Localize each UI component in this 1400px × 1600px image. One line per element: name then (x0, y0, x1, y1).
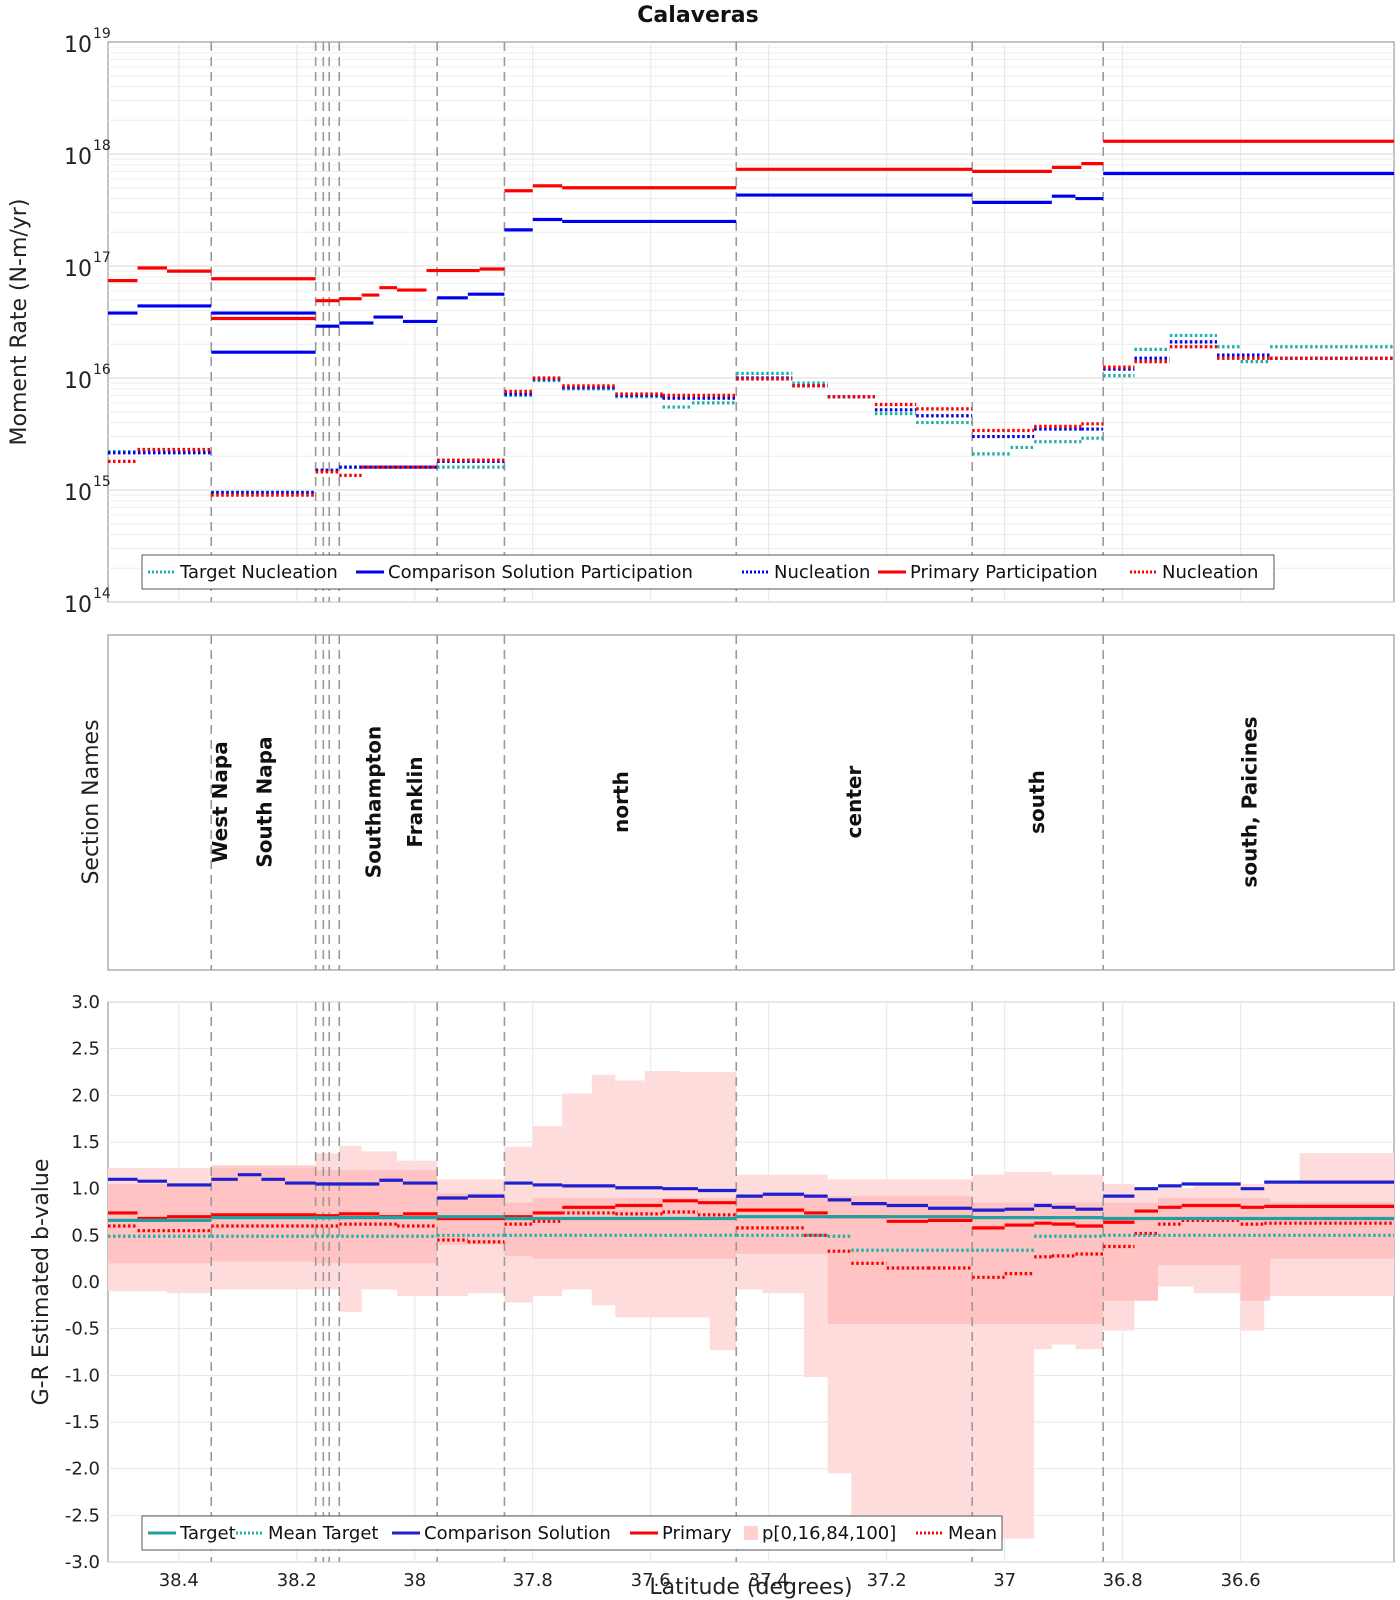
section-label-north: north (609, 771, 633, 833)
section-label-franklin: Franklin (403, 756, 427, 847)
y-tick-label: -1.5 (65, 1412, 100, 1433)
moment-rate-legend-box (141, 554, 1275, 590)
y-tick-label: 3.0 (71, 992, 100, 1013)
y-tick-label: 1.0 (71, 1179, 100, 1200)
section-label-south-napa: South Napa (252, 736, 276, 867)
percentile-band-outer (680, 1072, 710, 1318)
series-target (108, 1215, 1394, 1223)
series-comparison-solution (108, 1173, 1394, 1212)
percentile-band-outer (644, 1071, 681, 1318)
moment-rate-section-boundaries (210, 42, 1104, 602)
percentile-band-inner (972, 1202, 1104, 1324)
section-names-boundaries (210, 635, 1104, 970)
legend-primary-nucleation: Nucleation (1162, 562, 1258, 583)
b-value-y-label: G-R Estimated b-value (29, 1159, 54, 1406)
b-value-legend: Target Mean Target Comparison Solution P… (141, 1515, 1003, 1551)
x-tick-label: 38 (403, 1570, 426, 1591)
percentile-band-inner (736, 1196, 828, 1254)
x-tick-label: 38.4 (159, 1570, 199, 1591)
y-tick-label: 10 (64, 481, 92, 506)
x-tick-label: 37.6 (631, 1570, 671, 1591)
y-tick-label: -3.0 (65, 1552, 100, 1573)
x-ticks: 38.4 38.2 38 37.8 37.6 37.4 37.2 37 36.8 36.6 (159, 1570, 1261, 1591)
legend-percentile: p[0,16,84,100] (762, 1523, 896, 1544)
section-label-west-napa: West Napa (208, 741, 232, 862)
percentile-band-outer (562, 1093, 592, 1290)
y-tick-label: 0.0 (71, 1272, 100, 1293)
section-label-center: center (842, 766, 866, 839)
legend-comparison: Comparison Solution (424, 1523, 611, 1544)
legend-comparison-participation: Comparison Solution Participation (388, 562, 693, 583)
x-tick-label: 36.6 (1221, 1570, 1261, 1591)
legend-mean: Mean (948, 1523, 997, 1544)
b-value-legend-box (141, 1515, 1003, 1551)
x-tick-label: 37.2 (867, 1570, 907, 1591)
y-tick-label: 2.5 (71, 1039, 100, 1060)
y-tick-label: 0.5 (71, 1225, 100, 1246)
y-tick-label: 10 (64, 145, 92, 170)
percentile-band-inner (1158, 1198, 1241, 1266)
legend-mean-target: Mean Target (268, 1523, 378, 1544)
y-tick-label: -1.0 (65, 1365, 100, 1386)
section-label-south: south (1025, 770, 1049, 834)
b-value-y-ticks: 3.0 2.5 2.0 1.5 1.0 0.5 0.0 -0.5 -1.0 -1.5 -2.0 -2.… (65, 992, 100, 1573)
y-tick-exponent: 18 (93, 138, 111, 154)
section-names-labels: West Napa South Napa Southampton Franklin no… (208, 716, 1261, 887)
y-tick-label: 10 (64, 369, 92, 394)
y-tick-exponent: 14 (93, 586, 111, 602)
percentile-band-outer (591, 1074, 616, 1306)
y-tick-label: 1.5 (71, 1132, 100, 1153)
section-names-y-label: Section Names (79, 719, 104, 884)
percentile-band-inner (108, 1184, 212, 1264)
y-tick-label: 10 (64, 33, 92, 58)
chart-title: Calaveras (637, 3, 758, 28)
section-names-panel: West Napa South Napa Southampton Franklin no… (79, 634, 1395, 971)
b-value-panel: 3.0 2.5 2.0 1.5 1.0 0.5 0.0 -0.5 -1.0 -1.5 -2.0 -2.… (29, 992, 1395, 1600)
section-names-plot-area (107, 634, 1395, 971)
series-primary-nucleation (108, 345, 1394, 497)
series-mean (108, 1210, 1394, 1279)
x-tick-label: 37 (993, 1570, 1016, 1591)
legend-primary-participation: Primary Participation (910, 562, 1098, 583)
x-tick-label: 38.2 (277, 1570, 317, 1591)
legend-target-nucleation: Target Nucleation (179, 562, 338, 583)
y-tick-exponent: 19 (93, 26, 111, 42)
y-tick-exponent: 16 (93, 362, 111, 378)
b-value-series (108, 1173, 1394, 1279)
y-tick-label: 2.0 (71, 1085, 100, 1106)
percentile-band-inner (1270, 1202, 1394, 1259)
x-tick-label: 36.8 (1103, 1570, 1143, 1591)
moment-rate-legend: Target Nucleation Comparison Solution Pa… (141, 554, 1275, 590)
section-label-southampton: Southampton (361, 726, 385, 878)
y-tick-exponent: 17 (93, 250, 111, 266)
series-primary-participation (108, 139, 1394, 303)
legend-target: Target (179, 1523, 236, 1544)
series-primary (108, 1199, 1394, 1230)
legend-comparison-nucleation: Nucleation (774, 562, 870, 583)
y-tick-label: -2.5 (65, 1505, 100, 1526)
y-tick-label: -2.0 (65, 1459, 100, 1480)
moment-rate-series (108, 139, 1394, 497)
y-tick-label: 10 (64, 257, 92, 282)
percentile-band-inner (1240, 1198, 1271, 1301)
series-mean-target (108, 1233, 1394, 1252)
y-tick-exponent: 15 (93, 474, 111, 490)
x-tick-label: 37.4 (749, 1570, 789, 1591)
moment-rate-y-label: Moment Rate (N-m/yr) (7, 199, 32, 446)
moment-rate-plot-area (107, 41, 1395, 603)
x-axis-label: Latitude (degrees) (649, 1575, 852, 1600)
legend-percentile-swatch (744, 1526, 758, 1540)
y-tick-label: -0.5 (65, 1319, 100, 1340)
x-tick-label: 37.8 (513, 1570, 553, 1591)
y-tick-label: 10 (64, 593, 92, 618)
percentile-band-inner (504, 1202, 533, 1256)
series-comparison-solution-participation (108, 171, 1394, 328)
section-label-south-paicines: south, Paicines (1237, 716, 1261, 887)
legend-primary: Primary (662, 1523, 732, 1544)
b-value-section-boundaries (210, 1002, 1104, 1562)
